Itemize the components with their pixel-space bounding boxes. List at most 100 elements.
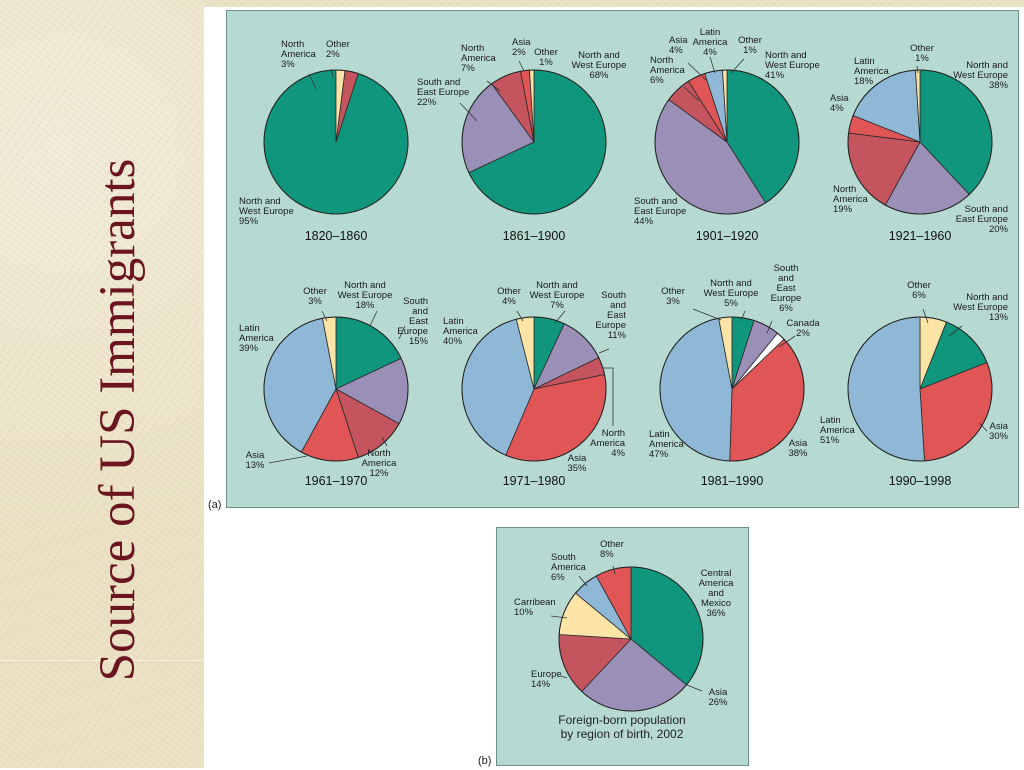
pie-outline — [263, 69, 409, 215]
slice-label-asia: Asia 2% — [512, 37, 531, 58]
slice-label-north-and-west-europe: North and West Europe 38% — [953, 60, 1008, 91]
leader-line — [740, 310, 746, 322]
slice-label-asia: Asia 13% — [245, 450, 265, 471]
slice-label-other: Other 4% — [497, 286, 521, 307]
leader-line — [398, 325, 406, 340]
slice-label-north-and-west-europe: North and West Europe 68% — [572, 50, 627, 81]
leader-line — [554, 310, 566, 324]
leader-line — [612, 565, 616, 575]
pie-chart-8: Other 6% North and West Europe 13% Asia 30% Lat… — [820, 280, 1009, 488]
leader-line — [948, 325, 963, 337]
slice-label-north-and-west-europe: North and West Europe 13% — [953, 292, 1008, 323]
pie-chart-5: North and West Europe 18% South and East Europ… — [239, 280, 429, 488]
chart-title: 1921–1960 — [889, 229, 952, 243]
slide-title: Source of US Immigrants — [90, 158, 146, 682]
slice-label-other: Other 8% — [600, 539, 624, 560]
leader-line — [916, 65, 919, 74]
foreign-born-pie-svg: Central America and Mexico 36% Asia 26% Europe 1… — [514, 539, 734, 741]
pie-outline — [461, 69, 607, 215]
chart-title: 1820–1860 — [305, 229, 368, 243]
pie-grid-svg: North and West Europe 95% North America 3% Oth… — [239, 27, 1009, 488]
slice-label-central-america-and-mexico: Central America and Mexico 36% — [699, 568, 735, 619]
panel-a-label: (a) — [208, 499, 222, 511]
slice-label-north-and-west-europe: North and West Europe 41% — [765, 50, 820, 81]
leader-line — [686, 684, 703, 692]
slice-label-latin-america: Latin America 18% — [854, 56, 890, 87]
slice-label-north-and-west-europe: North and West Europe 18% — [338, 280, 393, 311]
slice-label-south-and-east-europe: South and East Europe 44% — [634, 196, 686, 227]
slice-label-latin-america: Latin America 4% — [693, 27, 729, 58]
slice-label-europe: Europe 14% — [531, 669, 562, 690]
leader-line — [598, 348, 610, 354]
slice-label-latin-america: Latin America 47% — [649, 429, 685, 460]
slice-label-north-and-west-europe: North and West Europe 5% — [704, 278, 759, 309]
slice-label-other: Other 3% — [303, 286, 327, 307]
leader-line — [603, 367, 614, 426]
leader-line — [459, 102, 478, 122]
pie-slice-latin-america — [847, 316, 925, 462]
slice-label-asia: Asia 4% — [830, 93, 849, 114]
leader-line — [978, 422, 988, 432]
slice-label-south-and-east-europe: South and East Europe 22% — [417, 77, 469, 108]
pie-chart-2: North and West Europe 68% South and East Eur… — [417, 37, 626, 243]
slice-label-north-america: North America 6% — [650, 55, 686, 86]
pie-outline — [659, 316, 805, 462]
panel-b-label: (b) — [478, 755, 492, 767]
pie-outline — [263, 316, 409, 462]
slice-label-other: Other 1% — [910, 43, 934, 64]
slice-label-north-america: North America 7% — [461, 43, 497, 74]
leader-line — [268, 455, 308, 464]
slice-label-asia: Asia 4% — [669, 35, 688, 56]
slice-label-north-and-west-europe: North and West Europe 95% — [239, 196, 294, 227]
leader-line — [687, 62, 708, 82]
leader-line — [692, 308, 722, 321]
slice-label-asia: Asia 30% — [989, 421, 1009, 442]
pie-outline — [558, 566, 704, 712]
slice-label-other: Other 2% — [326, 39, 350, 60]
slice-label-latin-america: Latin America 39% — [239, 323, 275, 354]
pie-outline — [654, 69, 800, 215]
leader-line — [330, 68, 334, 78]
slice-label-north-america: North America 19% — [833, 184, 869, 215]
panel-b-foreign-born-2002: Central America and Mexico 36% Asia 26% Europe 1… — [496, 527, 749, 766]
leader-line — [578, 575, 588, 587]
slice-label-south-and-east-europe: South and East Europe 20% — [956, 204, 1009, 235]
slice-label-south-and-east-europe: South and East Europe 15% — [397, 296, 428, 347]
leader-line — [381, 436, 388, 447]
slice-label-north-america: North America 4% — [590, 428, 626, 459]
slice-label-south-america: South America 6% — [551, 552, 587, 583]
leader-line — [730, 58, 745, 74]
leader-line — [369, 310, 378, 327]
pie-outline — [847, 69, 993, 215]
leader-line — [516, 310, 524, 322]
slice-label-asia: Asia 35% — [567, 453, 587, 474]
pie-chart-3: North and West Europe 41% South and East Eur… — [634, 27, 820, 243]
slice-label-carribean: Carribean 10% — [514, 597, 556, 618]
slice-label-other: Other 6% — [907, 280, 931, 301]
leader-line — [560, 675, 568, 679]
pie-chart-9: Central America and Mexico 36% Asia 26% Europe 1… — [514, 539, 734, 741]
pie-chart-4: North and West Europe 38% South and East Eur… — [830, 43, 1009, 243]
slice-label-latin-america: Latin America 40% — [443, 316, 479, 347]
band-divider-line — [0, 660, 204, 661]
pie-chart-7: North and West Europe 5% South and East Europe… — [649, 263, 820, 488]
slice-label-north-america: North America 12% — [362, 448, 398, 479]
slice-label-south-and-east-europe: South and East Europe 11% — [595, 290, 626, 341]
leader-line — [518, 60, 525, 72]
leader-line — [308, 73, 317, 90]
chart-title: Foreign-born population by region of birt… — [558, 713, 685, 741]
decorative-band-top — [204, 0, 1024, 7]
leader-line — [550, 615, 568, 619]
leader-line — [778, 335, 796, 348]
chart-title: 1971–1980 — [503, 474, 566, 488]
slice-label-asia: Asia 26% — [708, 687, 728, 708]
chart-title: 1990–1998 — [889, 474, 952, 488]
leader-line — [766, 320, 773, 334]
slice-label-other: Other 3% — [661, 286, 685, 307]
pie-outline — [847, 316, 993, 462]
slice-label-north-and-west-europe: North and West Europe 7% — [530, 280, 585, 311]
leader-line — [683, 86, 700, 102]
chart-title: 1861–1900 — [503, 229, 566, 243]
pie-chart-1: North and West Europe 95% North America 3% Oth… — [239, 39, 409, 243]
pie-outline — [461, 316, 607, 462]
